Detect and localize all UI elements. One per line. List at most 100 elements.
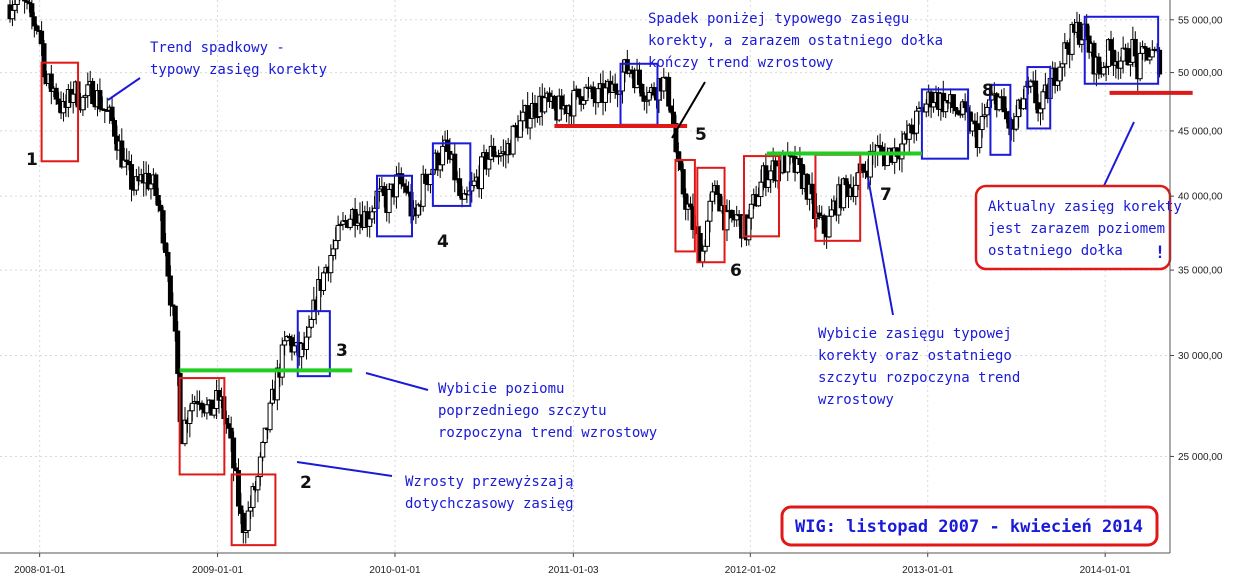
- candle-body: [90, 80, 96, 105]
- candle-body: [1055, 80, 1061, 86]
- candle-body: [678, 160, 684, 171]
- candle-body: [510, 125, 516, 155]
- candle-body: [768, 170, 774, 181]
- candle-body: [884, 153, 890, 167]
- candle-body: [486, 158, 492, 170]
- label-number-4: 4: [437, 232, 449, 252]
- chart-title: WIG: listopad 2007 - kwiecień 2014: [795, 517, 1143, 537]
- candle-body: [330, 248, 336, 256]
- pointer-growth: [296, 461, 393, 477]
- annotation-breakout-range-line: korekty oraz ostatniego: [818, 348, 1012, 364]
- candle-body: [240, 512, 246, 533]
- candle-body: [235, 470, 241, 507]
- y-tick-label: 50 000,00: [1178, 68, 1223, 79]
- candle-body: [1057, 66, 1063, 82]
- candle-body: [714, 185, 720, 195]
- candle-body: [347, 218, 353, 228]
- candle-body: [797, 158, 803, 166]
- candle-body: [187, 410, 193, 425]
- candle-body: [1064, 42, 1070, 50]
- candle-body: [308, 318, 314, 328]
- candle-body: [705, 220, 711, 247]
- candle-body: [328, 254, 334, 274]
- label-number-2: 2: [300, 473, 312, 493]
- red-box-5b: [696, 166, 726, 264]
- candle-body: [853, 184, 859, 197]
- pointer-breakout: [365, 372, 429, 391]
- candle-body: [1001, 96, 1007, 113]
- candle-body: [112, 120, 118, 137]
- candle-body: [962, 101, 968, 109]
- candle-body: [39, 30, 45, 45]
- candle-body: [700, 250, 706, 263]
- candle-body: [153, 174, 159, 197]
- candle-body: [809, 183, 815, 195]
- candle-body: [996, 96, 1002, 111]
- candle-body: [680, 169, 686, 195]
- candle-body: [367, 218, 373, 227]
- label-number-7: 7: [880, 185, 892, 205]
- candle-body: [532, 102, 538, 118]
- candle-body: [828, 209, 834, 217]
- candle-body: [267, 402, 273, 431]
- candle-body: [826, 215, 832, 238]
- annotation-breakout-peak-line: Wybicie poziomu: [438, 381, 564, 397]
- candle-body: [756, 196, 762, 207]
- candle-body: [576, 88, 582, 98]
- candle-body: [729, 209, 735, 219]
- candle-body: [231, 437, 237, 469]
- candle-body: [639, 83, 645, 97]
- candle-body: [1101, 67, 1107, 75]
- candle-body: [34, 25, 40, 31]
- red-box-6: [742, 155, 780, 238]
- annotation-breakout-peak-line: rozpoczyna trend wzrostowy: [438, 425, 657, 441]
- y-tick-label: 40 000,00: [1178, 192, 1223, 203]
- candle-body: [80, 96, 86, 111]
- candle-body: [595, 88, 601, 104]
- candle-body: [148, 183, 154, 190]
- pointer-drop: [671, 81, 706, 139]
- candle-body: [369, 211, 375, 220]
- candle-body: [175, 330, 181, 374]
- candle-body: [228, 427, 234, 439]
- candle-body: [724, 211, 730, 231]
- axes: 25 000,00 30 000,00 35 000,00 40 000,00 45 0…: [0, 0, 1223, 576]
- candle-body: [955, 110, 961, 115]
- label-number-3: 3: [336, 341, 348, 361]
- annotation-current-line: Aktualny zasięg korekty: [988, 199, 1182, 215]
- pointer-trend: [107, 77, 141, 101]
- candle-body: [282, 340, 288, 346]
- candle-body: [189, 402, 195, 412]
- candle-body: [666, 76, 672, 107]
- annotation-trend-down-line: typowy zasięg korekty: [150, 62, 327, 78]
- candle-body: [1132, 38, 1138, 57]
- annotation-current-line: jest zarazem poziomem: [988, 221, 1165, 237]
- candle-body: [333, 240, 339, 250]
- red-box-correction-2: [178, 377, 226, 476]
- candle-body: [444, 139, 450, 152]
- candle-body: [517, 120, 523, 138]
- annotation-breakout-range-line: Wybicie zasięgu typowej: [818, 326, 1012, 342]
- candle-body: [260, 441, 266, 458]
- candle-body: [306, 326, 312, 338]
- candle-body: [158, 204, 164, 212]
- candle-body: [843, 178, 849, 186]
- candle-body: [1003, 111, 1009, 120]
- price-series: [7, 0, 1163, 544]
- x-tick-label: 2008-01-01: [14, 565, 66, 576]
- candle-body: [31, 16, 37, 27]
- candle-body: [636, 69, 642, 85]
- candle-body: [646, 91, 652, 101]
- label-number-8: 8: [982, 81, 994, 101]
- candle-body: [651, 87, 657, 96]
- candle-body: [211, 408, 217, 416]
- candle-body: [248, 506, 254, 512]
- candle-body: [491, 145, 497, 157]
- annotation-drop-line: kończy trend wzrostowy: [648, 55, 833, 71]
- candle-body: [702, 245, 708, 252]
- candle-body: [707, 200, 713, 222]
- candle-body: [583, 86, 589, 102]
- candle-body: [542, 97, 548, 113]
- candle-body: [668, 105, 674, 113]
